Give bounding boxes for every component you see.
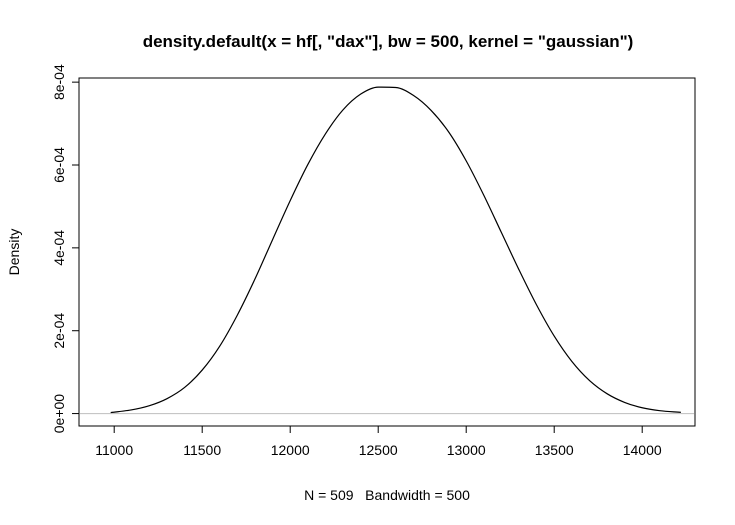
y-tick-label: 8e-04 <box>51 64 67 100</box>
chart-title: density.default(x = hf[, "dax"], bw = 50… <box>143 32 634 51</box>
y-axis: 0e+00 2e-04 4e-04 6e-04 8e-04 <box>51 64 80 434</box>
density-curve <box>110 86 681 414</box>
plot-frame <box>78 77 696 427</box>
y-tick-label: 4e-04 <box>51 230 67 266</box>
x-tick-label: 12500 <box>359 442 398 458</box>
y-tick-label: 2e-04 <box>51 313 67 349</box>
x-axis: 11000 11500 12000 12500 13000 13500 14000 <box>95 425 662 458</box>
x-tick-label: 13500 <box>535 442 574 458</box>
x-tick-label: 11500 <box>183 442 221 458</box>
y-tick-label: 6e-04 <box>51 147 67 183</box>
x-tick-label: 11000 <box>95 442 133 458</box>
x-tick-label: 14000 <box>623 442 662 458</box>
x-axis-label: N = 509 Bandwidth = 500 <box>304 487 470 503</box>
x-tick-label: 13000 <box>447 442 486 458</box>
x-tick-label: 12000 <box>271 442 310 458</box>
y-tick-label: 0e+00 <box>51 394 67 434</box>
y-axis-label: Density <box>6 229 22 276</box>
